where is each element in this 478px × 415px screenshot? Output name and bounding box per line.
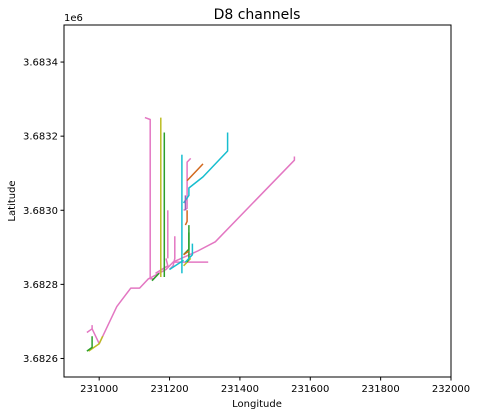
channel-line-2 [144, 116, 154, 280]
y-axis-ticks: 3.6826 3.6828 3.6830 3.6832 3.6834 [23, 58, 64, 365]
y-tick-label: 3.6834 [23, 58, 58, 69]
channel-line-23 [183, 250, 190, 256]
channel-line-1 [91, 156, 296, 345]
channel-line-22 [184, 210, 188, 226]
x-tick-label: 231400 [221, 384, 259, 395]
channel-line-18 [182, 132, 229, 204]
x-axis-label: Longitude [232, 399, 282, 410]
channel-line-20 [169, 259, 185, 271]
channel-line-19 [184, 243, 194, 263]
channel-line-13 [86, 336, 93, 352]
y-tick-label: 3.6830 [23, 206, 58, 217]
x-tick-label: 231800 [362, 384, 400, 395]
y-tick-label: 3.6828 [23, 280, 58, 291]
plot-frame [63, 24, 452, 378]
y-axis-label: Latitude [7, 180, 18, 221]
y-offset-label: 1e6 [64, 13, 83, 24]
x-tick-label: 231000 [80, 384, 118, 395]
x-tick-label: 231600 [291, 384, 329, 395]
x-axis-ticks: 231000 231200 231400 231600 231800 232000 [80, 377, 470, 395]
channel-line-3 [155, 258, 169, 274]
channel-line-10 [88, 335, 104, 352]
chart-title: D8 channels [214, 7, 301, 23]
series-layer [86, 116, 296, 352]
x-tick-label: 231200 [150, 384, 188, 395]
y-tick-label: 3.6832 [23, 132, 58, 143]
channel-line-14 [151, 272, 160, 282]
channel-line-8 [86, 325, 93, 334]
x-tick-label: 232000 [432, 384, 470, 395]
plot-area [63, 24, 452, 378]
channel-line-21 [186, 163, 204, 182]
plot-frame-bg [64, 25, 451, 377]
y-tick-label: 3.6826 [23, 354, 58, 365]
